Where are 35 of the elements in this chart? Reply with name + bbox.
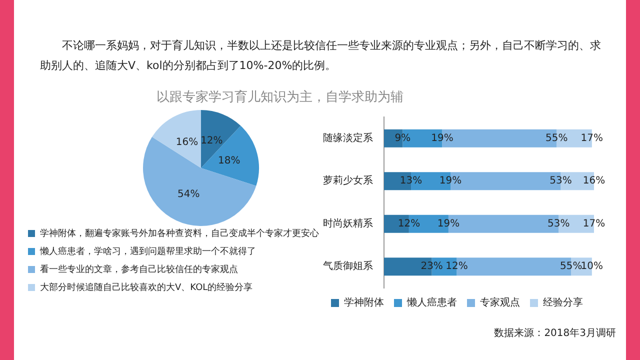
text: 不论哪一系妈妈，对于育儿知识，半数以上还是比较信任一些专业来源的专业观点；另外，自己不断学习的、求助别人的、追随大V、kol的分别都占到了10%-20%的比例。	[40, 38, 602, 74]
legend-label: 看一些专业的文章，参考自己比较信任的专家观点	[40, 264, 238, 276]
data-label: 54%	[178, 188, 200, 200]
data-label: 16%	[582, 176, 606, 187]
data-label: 10%	[580, 261, 604, 272]
legend-label: 学神附体	[344, 296, 384, 309]
data-label: 55%	[545, 132, 568, 144]
legend-label: 学神附体，翻遍专家账号外加各种查资料，自己变成半个专家才更安心	[40, 228, 319, 240]
data-label: 17%	[582, 218, 606, 230]
y-tick-label: 时尚妖精系	[323, 217, 373, 230]
data-label: 13%	[400, 176, 422, 187]
chart-title: 以跟专家学习育儿知识为主，自学求助为辅	[156, 88, 404, 106]
data-label: 9%	[394, 132, 411, 144]
legend-label: 经验分享	[543, 296, 583, 309]
y-tick-label: 萝莉少女系	[323, 174, 373, 187]
data-label: 16%	[176, 137, 198, 148]
data-label: 53%	[550, 176, 572, 187]
data-label: 23%	[420, 261, 443, 272]
y-tick-label: 随缘淡定系	[323, 132, 373, 144]
data-label: 19%	[437, 218, 460, 230]
y-tick-label: 气质御姐系	[323, 260, 373, 272]
data-label: 12%	[398, 218, 420, 230]
data-label: 55%	[560, 261, 582, 272]
legend-label: 大部分时候追随自己比较喜欢的大V、KOL的经验分享	[40, 282, 253, 294]
source-note: 数据来源：2018年3月调研	[494, 326, 616, 340]
data-label: 12%	[200, 136, 223, 147]
data-label: 53%	[548, 218, 570, 230]
data-label: 12%	[446, 261, 468, 272]
data-label: 18%	[218, 155, 240, 166]
data-label: 19%	[431, 132, 454, 144]
legend-label: 专家观点	[480, 296, 520, 309]
data-label: 19%	[439, 176, 462, 187]
data-label: 17%	[580, 132, 604, 144]
legend-label: 懒人癌患者	[406, 296, 457, 309]
legend-label: 懒人癌患者，学啥习，遇到问题帮里求助一个不就得了	[40, 246, 256, 258]
